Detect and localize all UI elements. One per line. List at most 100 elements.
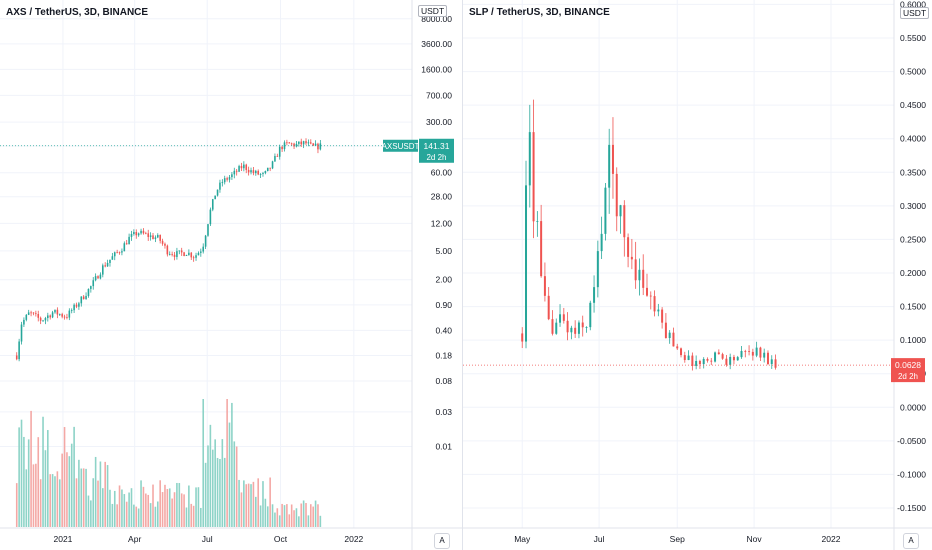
axs-volume-bar: [168, 488, 171, 527]
slp-unit-label[interactable]: USDT: [900, 7, 930, 19]
slp-candle-body: [642, 269, 645, 288]
axs-volume-bar: [209, 424, 212, 527]
axs-volume-bar: [295, 508, 298, 527]
axs-volume-bar: [300, 503, 303, 527]
axs-candle-body: [202, 246, 205, 252]
slp-y-tick-label: 0.5500: [900, 33, 926, 43]
axs-volume-bar: [223, 457, 226, 527]
axs-volume-bar: [113, 490, 116, 527]
axs-candle-body: [288, 142, 291, 144]
slp-candle-body: [525, 185, 528, 342]
slp-candle-body: [615, 173, 618, 217]
axs-volume-bar: [195, 487, 197, 527]
slp-y-tick-label: 0.5000: [900, 67, 926, 77]
axs-candle-body: [314, 143, 317, 146]
slp-auto-scale-button[interactable]: A: [903, 533, 919, 549]
slp-y-tick-label: 0.4500: [900, 100, 926, 110]
slp-candle-body: [649, 295, 652, 297]
slp-chart-pane[interactable]: 0.6000 0.5500 0.5000 0.4500 0.4000 0.3500 0.30…: [463, 0, 932, 550]
axs-candle-body: [149, 235, 152, 237]
axs-volume-bar: [271, 504, 274, 527]
axs-volume-bar: [235, 446, 238, 527]
axs-volume-bar: [51, 474, 54, 527]
axs-candle-body: [257, 170, 259, 175]
slp-candle-body: [543, 276, 546, 296]
axs-candle-body: [92, 280, 95, 287]
axs-candle-body: [180, 250, 183, 253]
axs-candle-body: [113, 252, 116, 257]
axs-volume-bar: [75, 478, 78, 527]
axs-volume-bar: [252, 481, 255, 527]
axs-chart-canvas[interactable]: 17000.008000.003600.001600.00700.00300.0…: [0, 0, 462, 550]
slp-candle-body: [714, 352, 717, 362]
slp-candle-body: [748, 351, 751, 352]
slp-y-tick-label: 0.2500: [900, 234, 926, 244]
axs-volume-bar: [274, 512, 276, 527]
slp-y-tick-label: 0.1500: [900, 302, 926, 312]
axs-candle-body: [243, 164, 245, 169]
axs-volume-bar: [78, 459, 80, 527]
axs-candle-body: [133, 232, 135, 235]
axs-candle-body: [252, 170, 255, 174]
axs-volume-bar: [87, 495, 90, 527]
axs-volume-bar: [61, 453, 63, 527]
axs-candle-body: [116, 252, 118, 254]
axs-candle-body: [111, 256, 114, 260]
slp-candle-body: [687, 355, 690, 361]
axs-volume-bar: [197, 487, 200, 527]
slp-candle-body: [645, 287, 648, 296]
axs-candle-body: [245, 164, 248, 170]
axs-candle-body: [235, 170, 238, 172]
axs-volume-bar: [149, 503, 152, 527]
slp-chart-title: SLP / TetherUS, 3D, BINANCE: [469, 7, 610, 18]
axs-volume-bar: [142, 486, 145, 527]
axs-candle-body: [185, 255, 188, 257]
axs-candle-body: [25, 314, 28, 320]
axs-candle-body: [161, 240, 164, 244]
axs-chart-pane[interactable]: 17000.008000.003600.001600.00700.00300.0…: [0, 0, 462, 550]
slp-chart-canvas[interactable]: 0.6000 0.5500 0.5000 0.4500 0.4000 0.3500 0.30…: [463, 0, 932, 550]
axs-candle-body: [125, 243, 128, 245]
slp-candle-body: [744, 351, 747, 352]
axs-candle-body: [39, 317, 42, 321]
axs-candle-body: [30, 312, 32, 314]
axs-volume-bar: [216, 457, 219, 527]
axs-candle-body: [145, 233, 147, 235]
axs-volume-bar: [37, 437, 40, 527]
axs-candle-body: [264, 170, 267, 174]
axs-candle-body: [49, 315, 52, 318]
axs-auto-scale-button[interactable]: A: [434, 533, 450, 549]
axs-volume-bar: [27, 439, 30, 527]
axs-volume-bar: [44, 450, 47, 527]
slp-x-tick-label: Jul: [594, 534, 605, 544]
slp-candle-body: [611, 144, 614, 174]
slp-last-price-tag-bg: [891, 358, 925, 383]
slp-candle-body: [759, 347, 762, 358]
pane-divider[interactable]: [462, 0, 463, 550]
axs-volume-bar: [145, 493, 147, 527]
slp-candle-body: [589, 302, 592, 328]
axs-y-tick-label: 0.90: [435, 300, 452, 310]
axs-volume-bar: [121, 489, 123, 527]
axs-candle-body: [274, 156, 276, 162]
slp-y-tick-label: 0.0000: [900, 402, 926, 412]
axs-volume-bar: [85, 468, 87, 527]
axs-candle-body: [207, 224, 209, 236]
axs-candle-body: [305, 141, 307, 144]
axs-candle-body: [94, 276, 97, 281]
axs-unit-label[interactable]: USDT: [418, 5, 448, 17]
axs-volume-bar: [257, 478, 259, 527]
axs-candle-body: [178, 250, 181, 252]
slp-candle-body: [710, 360, 713, 362]
slp-y-tick-label: -0.0500: [897, 436, 926, 446]
slp-candle-body: [653, 296, 656, 312]
axs-volume-bar: [247, 483, 250, 527]
axs-volume-bar: [188, 485, 190, 527]
slp-candle-body: [630, 256, 633, 260]
axs-candle-body: [293, 143, 295, 147]
axs-volume-bar: [104, 461, 106, 527]
axs-y-tick-label: 5.00: [435, 246, 452, 256]
axs-candle-body: [176, 251, 178, 257]
axs-y-tick-label: 300.00: [426, 117, 452, 127]
axs-candle-body: [290, 143, 293, 145]
